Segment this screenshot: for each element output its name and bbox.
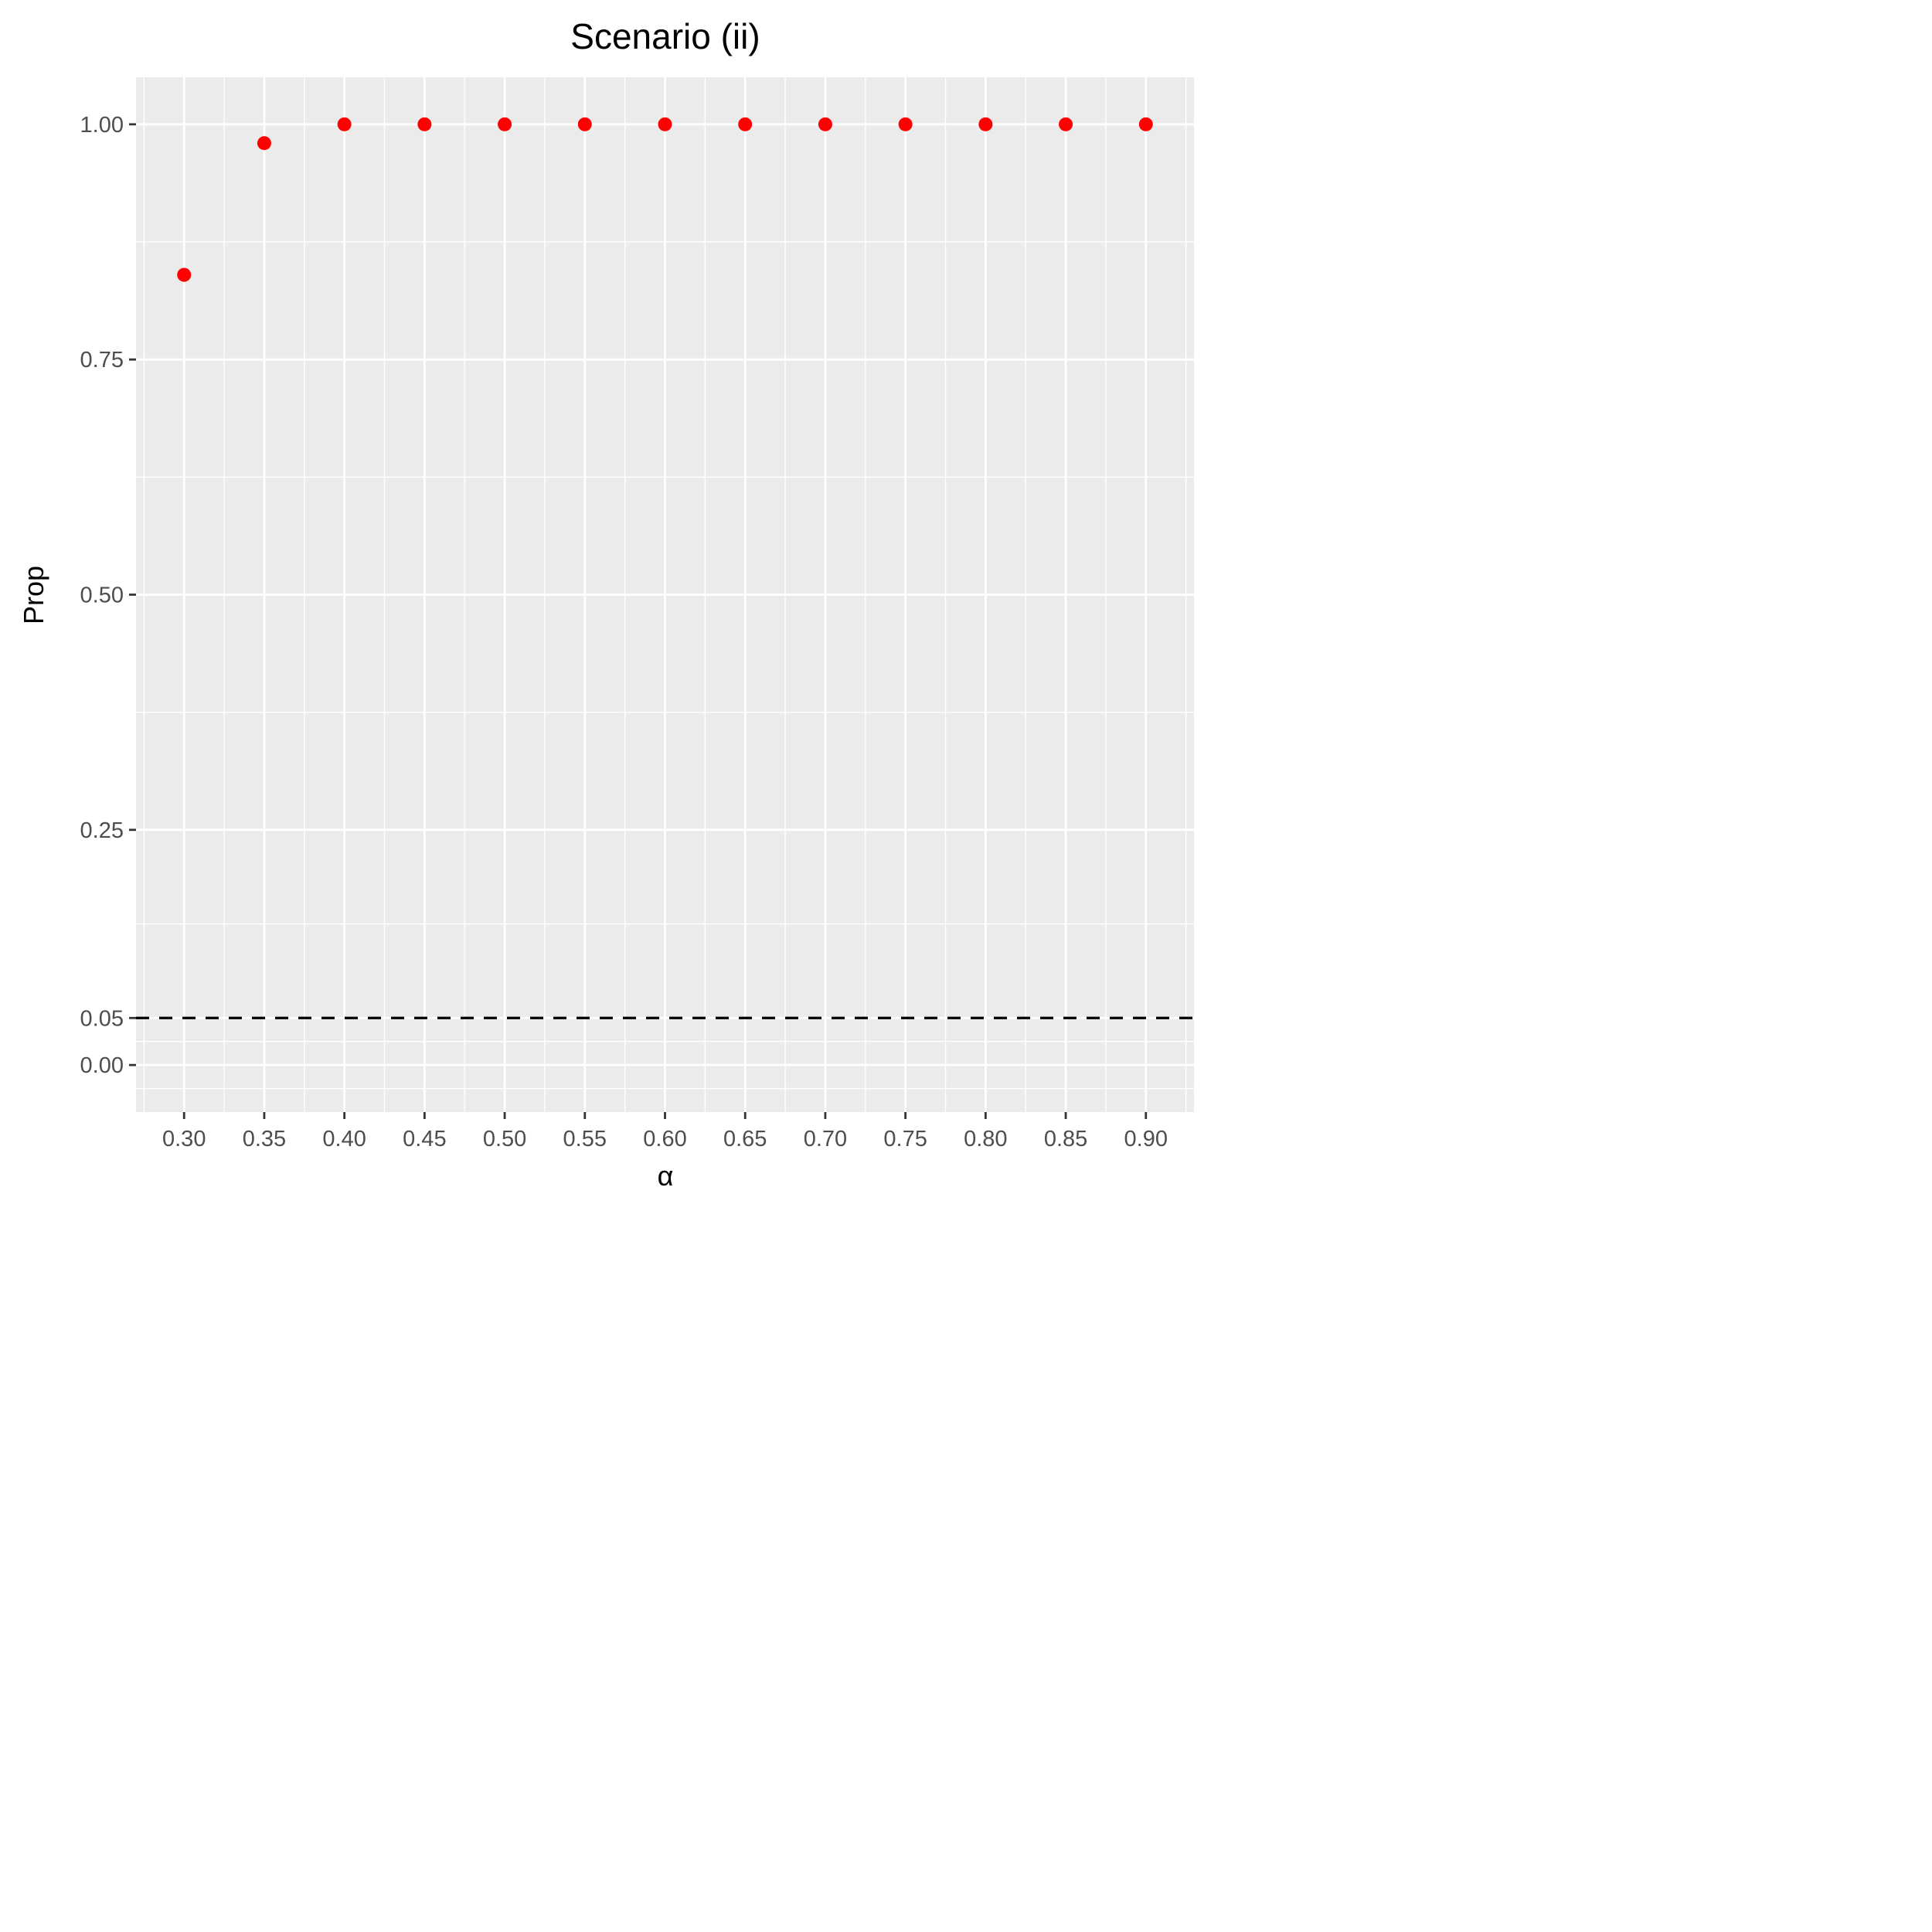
data-point xyxy=(978,117,993,131)
data-point xyxy=(257,136,271,151)
data-point xyxy=(738,117,753,131)
data-point xyxy=(1138,117,1153,131)
chart-title: Scenario (ii) xyxy=(570,16,760,56)
x-tick-label: 0.85 xyxy=(1044,1127,1087,1151)
y-tick-label: 0.00 xyxy=(80,1053,124,1078)
x-tick-label: 0.65 xyxy=(723,1127,767,1151)
x-axis-title: α xyxy=(658,1160,674,1192)
scatter-chart: Scenario (ii) 0.00 0.05 0.25 0.50 0.75 1.00 0… xyxy=(18,16,1194,1192)
y-tick-label: 0.25 xyxy=(80,818,124,843)
x-tick-label: 0.30 xyxy=(162,1127,206,1151)
x-tick-label: 0.55 xyxy=(563,1127,607,1151)
y-axis: 0.00 0.05 0.25 0.50 0.75 1.00 xyxy=(80,113,136,1078)
data-point xyxy=(417,117,432,131)
data-point xyxy=(658,117,672,131)
data-point xyxy=(1059,117,1073,131)
y-tick-label: 1.00 xyxy=(80,113,124,138)
x-tick-label: 0.70 xyxy=(804,1127,847,1151)
chart-container: Scenario (ii) 0.00 0.05 0.25 0.50 0.75 1.00 0… xyxy=(0,0,1205,1206)
data-points xyxy=(177,117,1153,282)
data-point xyxy=(577,117,592,131)
data-point xyxy=(818,117,832,131)
data-point xyxy=(498,117,512,131)
data-point xyxy=(177,267,192,282)
x-tick-label: 0.80 xyxy=(964,1127,1007,1151)
x-tick-label: 0.50 xyxy=(483,1127,526,1151)
x-tick-label: 0.45 xyxy=(403,1127,446,1151)
x-tick-label: 0.75 xyxy=(883,1127,927,1151)
y-tick-label: 0.50 xyxy=(80,583,124,608)
x-tick-label: 0.90 xyxy=(1124,1127,1168,1151)
data-point xyxy=(337,117,352,131)
x-tick-label: 0.40 xyxy=(322,1127,366,1151)
x-tick-label: 0.35 xyxy=(243,1127,286,1151)
x-tick-label: 0.60 xyxy=(643,1127,686,1151)
y-tick-label: 0.75 xyxy=(80,348,124,372)
x-axis: 0.30 0.35 0.40 0.45 0.50 0.55 0.60 0.65 0.70 0.75… xyxy=(162,1112,1168,1151)
y-axis-title: Prop xyxy=(18,566,49,624)
data-point xyxy=(898,117,913,131)
y-tick-label: 0.05 xyxy=(80,1006,124,1031)
